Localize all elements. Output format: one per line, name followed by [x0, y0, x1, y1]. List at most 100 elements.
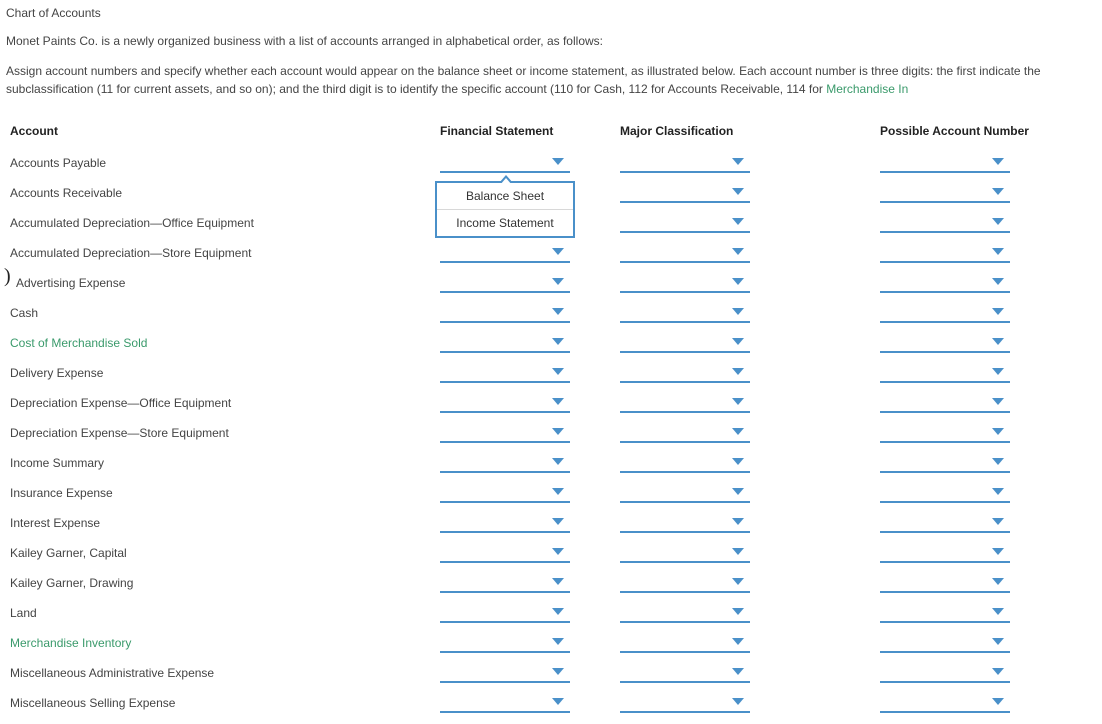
account-name-cell: Insurance Expense: [6, 478, 436, 508]
intro-text: Monet Paints Co. is a newly organized bu…: [6, 32, 1096, 50]
financial-statement-dropdown[interactable]: [440, 393, 570, 413]
financial-statement-dropdown[interactable]: [440, 273, 570, 293]
merchandise-link[interactable]: Merchandise In: [826, 82, 908, 96]
chevron-down-icon: [732, 368, 744, 375]
major-classification-dropdown[interactable]: [620, 693, 750, 713]
financial-statement-cell: [436, 238, 616, 268]
major-classification-dropdown[interactable]: [620, 513, 750, 533]
financial-statement-dropdown[interactable]: [440, 243, 570, 263]
table-row: Interest Expense: [6, 508, 1096, 538]
dropdown-option-income-statement[interactable]: Income Statement: [437, 209, 573, 236]
major-classification-dropdown[interactable]: [620, 243, 750, 263]
chevron-down-icon: [732, 578, 744, 585]
table-row: Delivery Expense: [6, 358, 1096, 388]
major-classification-dropdown[interactable]: [620, 633, 750, 653]
account-number-dropdown[interactable]: [880, 273, 1010, 293]
financial-statement-dropdown[interactable]: [440, 483, 570, 503]
major-classification-dropdown[interactable]: [620, 663, 750, 683]
account-number-dropdown[interactable]: [880, 513, 1010, 533]
major-classification-dropdown[interactable]: [620, 273, 750, 293]
account-name: Depreciation Expense—Office Equipment: [10, 396, 231, 410]
chevron-down-icon: [552, 428, 564, 435]
chevron-down-icon: [552, 308, 564, 315]
chevron-down-icon: [992, 668, 1004, 675]
account-name: Land: [10, 606, 37, 620]
chevron-down-icon: [992, 308, 1004, 315]
table-row: Land: [6, 598, 1096, 628]
chevron-down-icon: [552, 548, 564, 555]
major-classification-dropdown[interactable]: [620, 543, 750, 563]
major-classification-dropdown[interactable]: [620, 483, 750, 503]
chevron-down-icon: [732, 608, 744, 615]
financial-statement-dropdown[interactable]: [440, 303, 570, 323]
chevron-down-icon: [732, 548, 744, 555]
account-number-dropdown[interactable]: [880, 363, 1010, 383]
major-classification-dropdown[interactable]: [620, 573, 750, 593]
major-classification-dropdown[interactable]: [620, 393, 750, 413]
account-name-cell: Cost of Merchandise Sold: [6, 328, 436, 358]
major-classification-dropdown[interactable]: [620, 423, 750, 443]
account-name-cell: Income Summary: [6, 448, 436, 478]
account-number-dropdown[interactable]: [880, 633, 1010, 653]
account-name: Miscellaneous Administrative Expense: [10, 666, 214, 680]
financial-statement-dropdown[interactable]: [440, 333, 570, 353]
major-classification-dropdown[interactable]: [620, 213, 750, 233]
account-number-dropdown[interactable]: [880, 663, 1010, 683]
financial-statement-cell: [436, 478, 616, 508]
financial-statement-dropdown[interactable]: [440, 153, 570, 173]
table-row: Kailey Garner, Capital: [6, 538, 1096, 568]
account-number-dropdown[interactable]: [880, 573, 1010, 593]
account-name-cell: Delivery Expense: [6, 358, 436, 388]
major-classification-cell: [616, 448, 876, 478]
account-number-dropdown[interactable]: [880, 183, 1010, 203]
major-classification-dropdown[interactable]: [620, 363, 750, 383]
table-row: Insurance Expense: [6, 478, 1096, 508]
account-name-cell: Miscellaneous Selling Expense: [6, 688, 436, 718]
account-number-dropdown[interactable]: [880, 213, 1010, 233]
account-number-dropdown[interactable]: [880, 153, 1010, 173]
major-classification-dropdown[interactable]: [620, 183, 750, 203]
financial-statement-dropdown[interactable]: [440, 543, 570, 563]
account-number-dropdown[interactable]: [880, 693, 1010, 713]
financial-statement-dropdown[interactable]: [440, 693, 570, 713]
financial-statement-dropdown[interactable]: [440, 363, 570, 383]
account-number-dropdown[interactable]: [880, 423, 1010, 443]
chevron-down-icon: [732, 458, 744, 465]
chevron-down-icon: [992, 278, 1004, 285]
financial-statement-dropdown[interactable]: [440, 423, 570, 443]
account-number-dropdown[interactable]: [880, 333, 1010, 353]
dropdown-option-balance-sheet[interactable]: Balance Sheet: [437, 183, 573, 209]
accounts-table-wrap: Account Financial Statement Major Classi…: [6, 118, 1096, 718]
major-classification-dropdown[interactable]: [620, 153, 750, 173]
account-name: Depreciation Expense—Store Equipment: [10, 426, 229, 440]
major-classification-dropdown[interactable]: [620, 453, 750, 473]
header-major: Major Classification: [616, 118, 876, 148]
financial-statement-dropdown[interactable]: [440, 603, 570, 623]
account-number-dropdown[interactable]: [880, 603, 1010, 623]
page-title: Chart of Accounts: [6, 6, 1096, 20]
account-number-dropdown[interactable]: [880, 303, 1010, 323]
account-number-cell: [876, 178, 1096, 208]
financial-statement-dropdown[interactable]: [440, 633, 570, 653]
financial-statement-dropdown[interactable]: [440, 663, 570, 683]
account-number-dropdown[interactable]: [880, 483, 1010, 503]
major-classification-dropdown[interactable]: [620, 303, 750, 323]
account-name-cell: Cash: [6, 298, 436, 328]
account-number-dropdown[interactable]: [880, 543, 1010, 563]
account-number-dropdown[interactable]: [880, 453, 1010, 473]
account-number-dropdown[interactable]: [880, 243, 1010, 263]
financial-statement-dropdown[interactable]: [440, 513, 570, 533]
account-name-cell: Kailey Garner, Drawing: [6, 568, 436, 598]
major-classification-cell: [616, 298, 876, 328]
account-number-cell: [876, 628, 1096, 658]
major-classification-dropdown[interactable]: [620, 333, 750, 353]
account-name-cell: Kailey Garner, Capital: [6, 538, 436, 568]
account-number-dropdown[interactable]: [880, 393, 1010, 413]
major-classification-cell: [616, 328, 876, 358]
financial-statement-dropdown[interactable]: [440, 573, 570, 593]
chevron-down-icon: [732, 638, 744, 645]
major-classification-dropdown[interactable]: [620, 603, 750, 623]
chevron-down-icon: [992, 248, 1004, 255]
financial-statement-dropdown[interactable]: [440, 453, 570, 473]
chevron-down-icon: [732, 698, 744, 705]
